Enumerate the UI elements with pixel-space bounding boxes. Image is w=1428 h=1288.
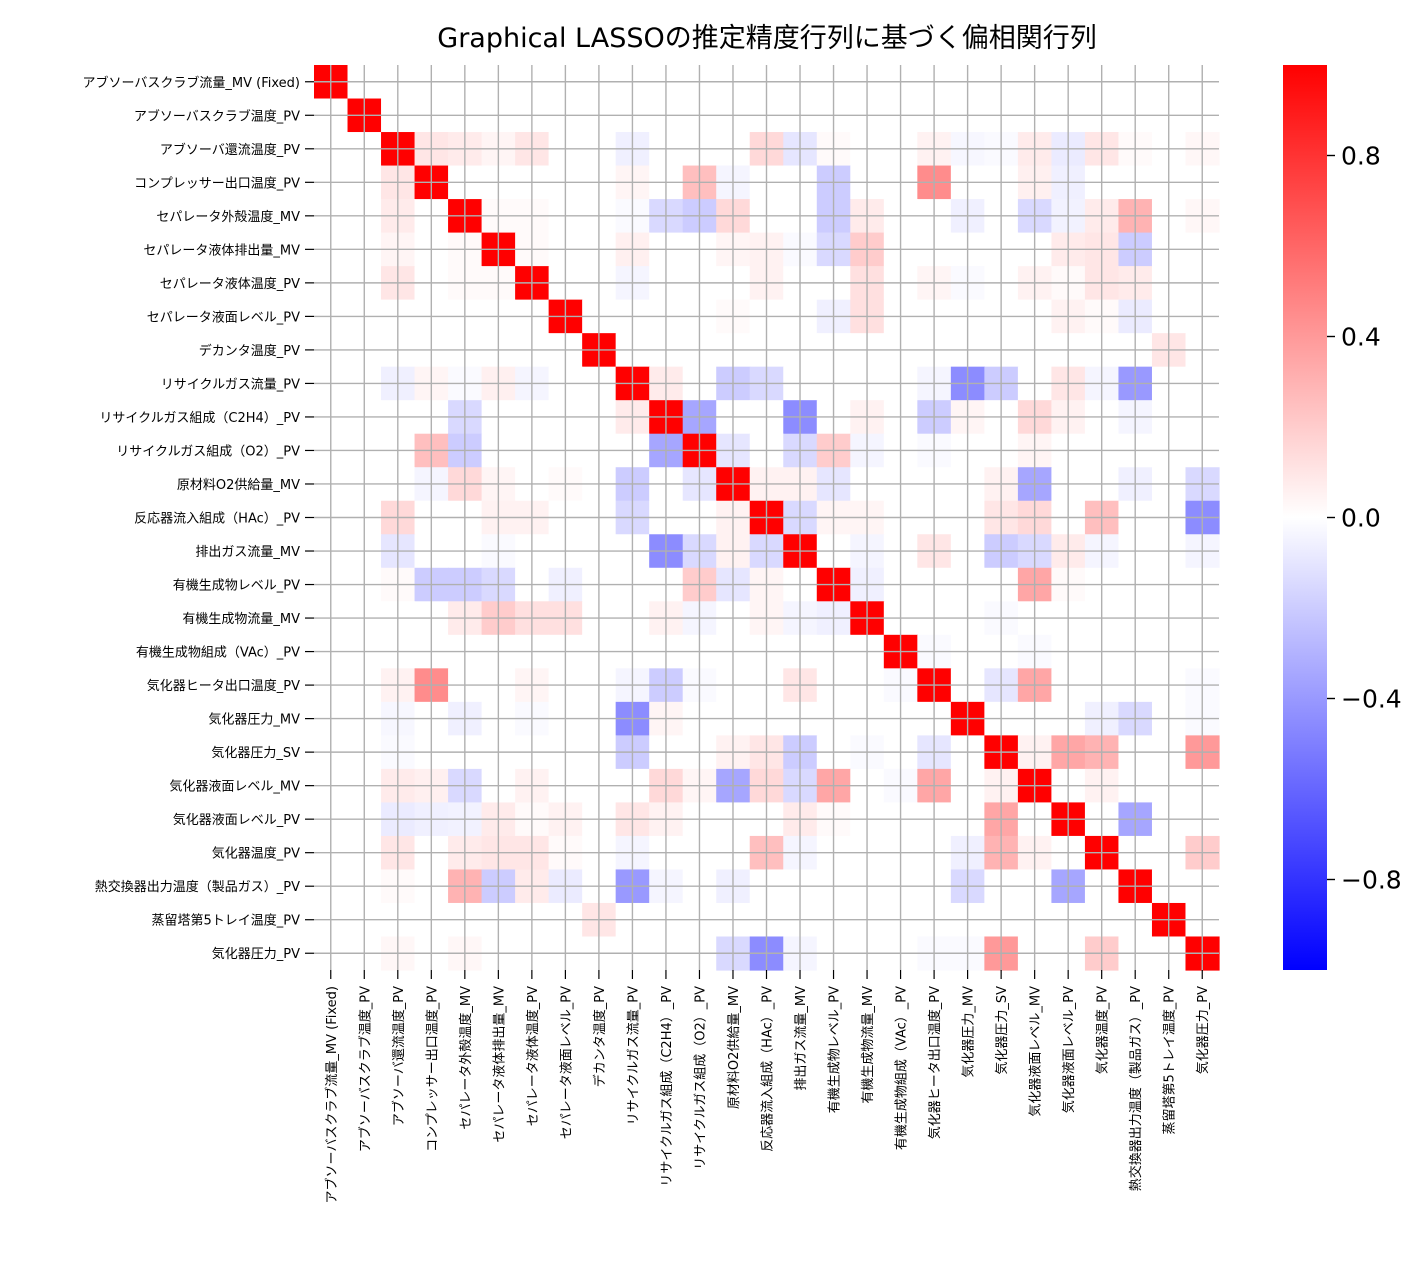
x-tick-label: セパレータ外殻温度_MV bbox=[458, 986, 474, 1130]
y-tick-label: アブソーバスクラブ温度_PV bbox=[134, 108, 300, 124]
x-tick-label: 有機生成物流量_MV bbox=[861, 986, 876, 1104]
heatmap-grid bbox=[314, 65, 1219, 970]
colorbar-tick-label: 0.4 bbox=[1341, 323, 1381, 352]
x-tick-label: リサイクルガス組成（C2H4）_PV bbox=[660, 986, 675, 1187]
x-tick-label: セパレータ液体温度_PV bbox=[525, 986, 541, 1126]
y-tick-label: リサイクルガス組成（O2）_PV bbox=[116, 444, 300, 459]
x-tick-label: 排出ガス流量_MV bbox=[794, 986, 809, 1091]
y-tick-label: セパレータ液体排出量_MV bbox=[143, 243, 300, 258]
y-tick-label: 原材料O2供給量_MV bbox=[177, 478, 300, 493]
x-tick-label: リサイクルガス組成（O2）_PV bbox=[693, 986, 708, 1170]
x-tick-label: 熱交換器出力温度（製品ガス）_PV bbox=[1128, 986, 1144, 1191]
y-tick-label: 気化器温度_PV bbox=[212, 846, 300, 862]
colorbar-tick-label: −0.4 bbox=[1341, 685, 1402, 714]
y-tick-label: アブソーバ還流温度_PV bbox=[160, 142, 300, 158]
y-tick-label: 気化器圧力_MV bbox=[208, 712, 300, 728]
y-tick-label: 有機生成物流量_MV bbox=[182, 612, 300, 627]
colorbar-tick-label: 0.8 bbox=[1341, 142, 1381, 171]
y-tick-label: アブソーバスクラブ流量_MV (Fixed) bbox=[83, 75, 300, 91]
x-tick-label: 気化器圧力_PV bbox=[1195, 986, 1211, 1074]
y-tick-label: 有機生成物レベル_PV bbox=[173, 579, 300, 594]
y-tick-label: 排出ガス流量_MV bbox=[195, 545, 300, 560]
colorbar bbox=[1283, 65, 1327, 970]
y-tick-label: セパレータ液面レベル_PV bbox=[147, 310, 300, 325]
x-axis-labels: アブソーバスクラブ流量_MV (Fixed) アブソーバスクラブ温度_PV アブソー… bbox=[324, 970, 1211, 1203]
x-tick-label: アブソーバ還流温度_PV bbox=[391, 986, 407, 1126]
x-tick-label: 気化器液面レベル_MV bbox=[1028, 986, 1044, 1117]
y-tick-label: 気化器液面レベル_PV bbox=[173, 812, 300, 828]
x-tick-label: セパレータ液体排出量_MV bbox=[492, 986, 507, 1143]
y-tick-label: リサイクルガス組成（C2H4）_PV bbox=[99, 411, 300, 426]
y-tick-label: 有機生成物組成（VAc）_PV bbox=[136, 646, 300, 661]
x-tick-label: 気化器液面レベル_PV bbox=[1061, 986, 1077, 1113]
x-tick-label: 気化器圧力_MV bbox=[961, 986, 977, 1078]
x-tick-label: アブソーバスクラブ流量_MV (Fixed) bbox=[324, 986, 340, 1203]
x-tick-label: セパレータ液面レベル_PV bbox=[559, 986, 574, 1139]
chart-title: Graphical LASSOの推定精度行列に基づく偏相関行列 bbox=[437, 23, 1096, 54]
x-tick-label: 原材料O2供給量_MV bbox=[727, 986, 742, 1109]
y-tick-label: コンプレッサー出口温度_PV bbox=[134, 175, 300, 191]
y-axis-labels: アブソーバスクラブ流量_MV (Fixed) アブソーバスクラブ温度_PV アブソー… bbox=[83, 75, 314, 962]
colorbar-ticks: 0.8 0.4 0.0 −0.4 −0.8 bbox=[1327, 142, 1402, 895]
x-tick-label: 気化器ヒータ出口温度_PV bbox=[927, 986, 943, 1139]
x-tick-label: 蒸留塔第5トレイ温度_PV bbox=[1162, 986, 1178, 1135]
y-tick-label: セパレータ液体温度_PV bbox=[160, 276, 300, 292]
x-tick-label: リサイクルガス流量_PV bbox=[626, 986, 641, 1125]
x-tick-label: 気化器温度_PV bbox=[1095, 986, 1111, 1074]
y-tick-label: 気化器圧力_PV bbox=[212, 946, 300, 962]
x-tick-label: アブソーバスクラブ温度_PV bbox=[357, 986, 373, 1152]
y-tick-label: 気化器ヒータ出口温度_PV bbox=[147, 678, 300, 694]
y-tick-label: デカンタ温度_PV bbox=[199, 343, 300, 359]
y-tick-label: 気化器圧力_SV bbox=[211, 745, 300, 761]
colorbar-tick-label: 0.0 bbox=[1341, 504, 1381, 533]
y-tick-label: 熱交換器出力温度（製品ガス）_PV bbox=[95, 879, 300, 895]
y-tick-label: 反応器流入組成（HAc）_PV bbox=[134, 512, 300, 527]
x-tick-label: 反応器流入組成（HAc）_PV bbox=[761, 986, 776, 1152]
x-tick-label: デカンタ温度_PV bbox=[592, 986, 608, 1087]
x-tick-label: 有機生成物レベル_PV bbox=[828, 986, 843, 1113]
y-tick-label: セパレータ外殻温度_MV bbox=[156, 209, 300, 225]
x-tick-label: コンプレッサー出口温度_PV bbox=[424, 986, 440, 1152]
y-tick-label: 蒸留塔第5トレイ温度_PV bbox=[151, 913, 300, 929]
y-tick-label: リサイクルガス流量_PV bbox=[161, 377, 300, 392]
x-tick-label: 気化器圧力_SV bbox=[994, 986, 1010, 1075]
y-tick-label: 気化器液面レベル_MV bbox=[169, 779, 300, 795]
x-tick-label: 有機生成物組成（VAc）_PV bbox=[895, 986, 910, 1150]
colorbar-tick-label: −0.8 bbox=[1341, 866, 1402, 895]
